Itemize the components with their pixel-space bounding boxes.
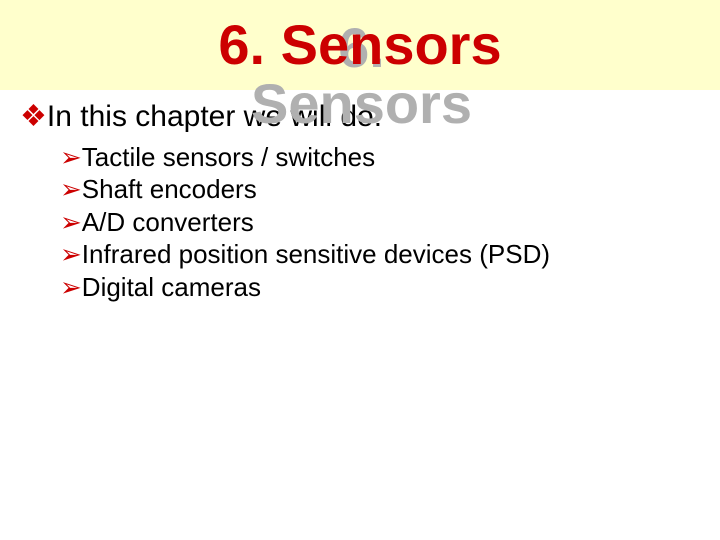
slide-title-wrapper: 6. Sensors 6. Sensors [218, 17, 501, 73]
sub-list: ➢ Tactile sensors / switches ➢ Shaft enc… [20, 141, 700, 304]
list-item: ➢ Tactile sensors / switches [60, 141, 700, 174]
arrow-bullet-icon: ➢ [60, 271, 82, 304]
arrow-bullet-icon: ➢ [60, 173, 82, 206]
list-item-text: Shaft encoders [82, 173, 257, 206]
list-item: ➢ Shaft encoders [60, 173, 700, 206]
arrow-bullet-icon: ➢ [60, 238, 82, 271]
slide-title: 6. Sensors [218, 13, 501, 76]
list-item: ➢ A/D converters [60, 206, 700, 239]
list-item-text: Digital cameras [82, 271, 261, 304]
arrow-bullet-icon: ➢ [60, 206, 82, 239]
list-item: ➢ Infrared position sensitive devices (P… [60, 238, 700, 271]
diamond-bullet-icon: ❖ [20, 100, 47, 135]
list-item: ➢ Digital cameras [60, 271, 700, 304]
list-item-text: Tactile sensors / switches [82, 141, 375, 174]
title-band: 6. Sensors 6. Sensors [0, 0, 720, 90]
list-item-text: Infrared position sensitive devices (PSD… [82, 238, 550, 271]
list-item-text: A/D converters [82, 206, 254, 239]
arrow-bullet-icon: ➢ [60, 141, 82, 174]
